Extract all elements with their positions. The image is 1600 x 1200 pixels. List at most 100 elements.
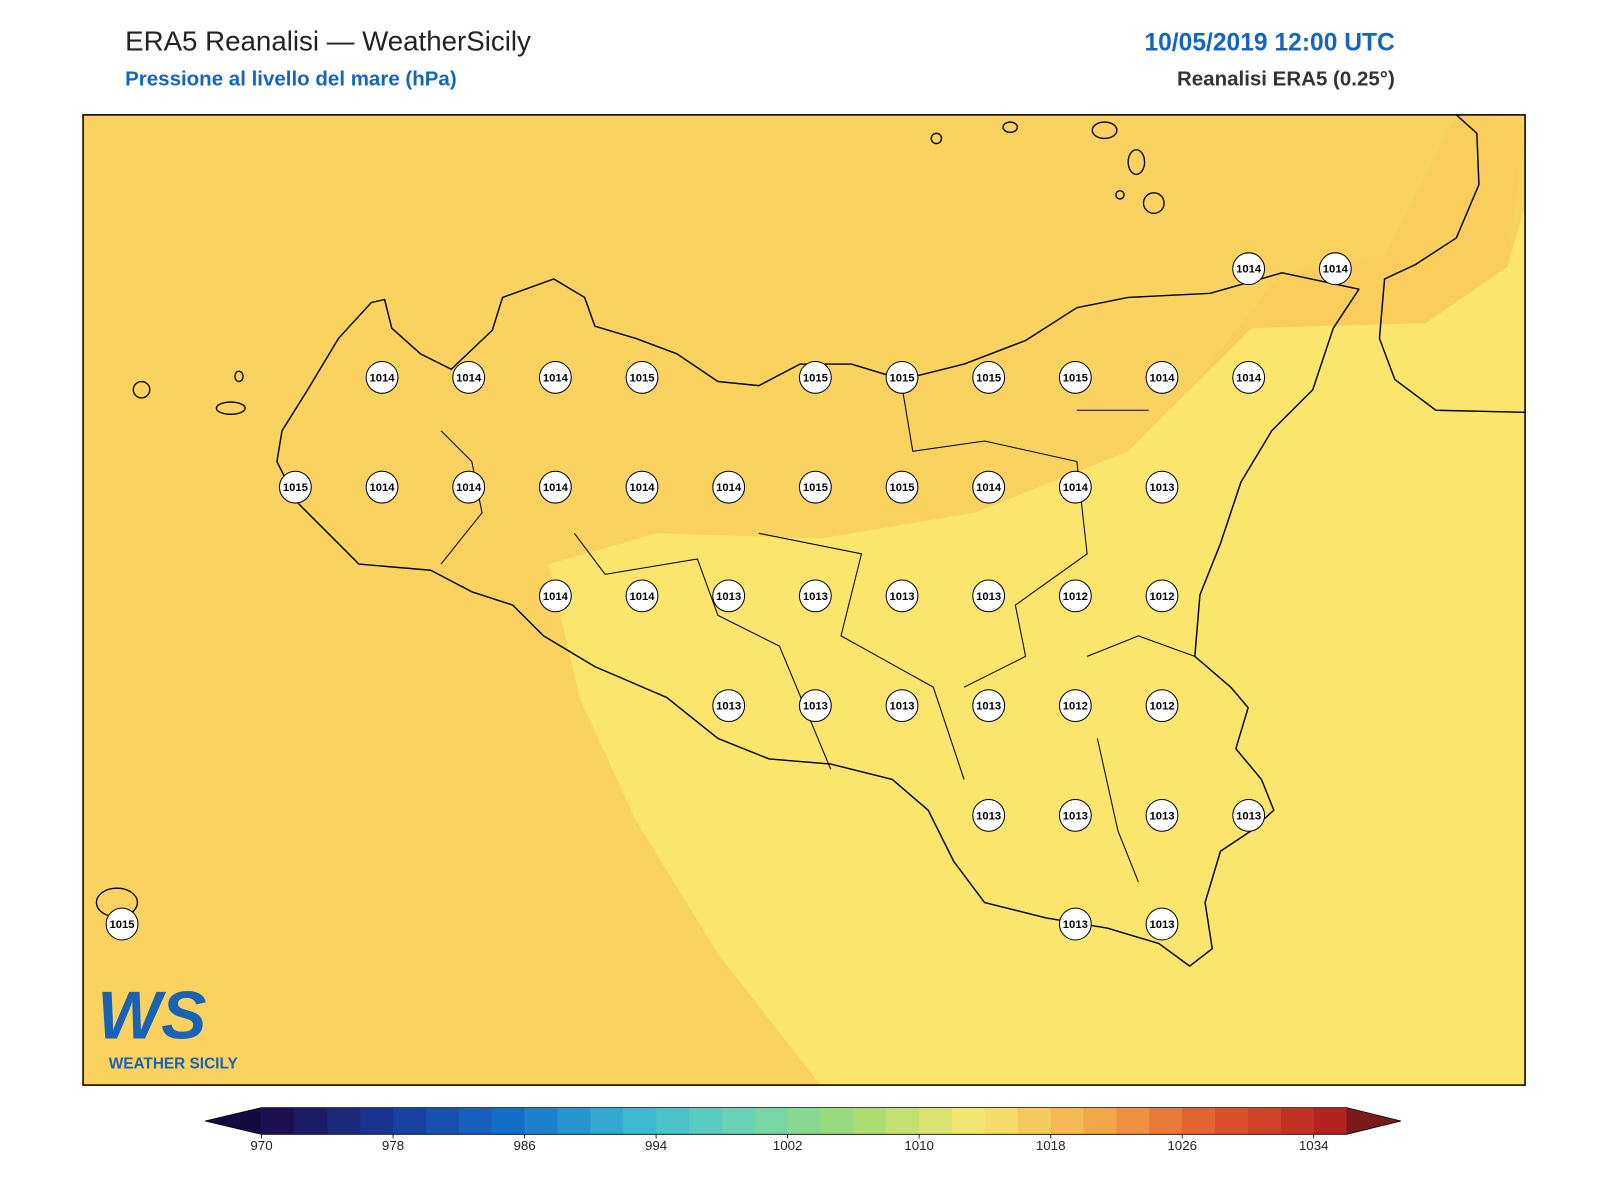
station-value: 1013 <box>889 591 914 603</box>
colorbar-segment <box>1280 1107 1315 1135</box>
station-marker <box>972 689 1006 723</box>
station: 1012 <box>1145 579 1179 613</box>
colorbar-segment <box>919 1107 953 1135</box>
station-value: 1015 <box>889 482 914 494</box>
station: 1014 <box>712 470 746 504</box>
pressure-field-low <box>548 205 1526 1086</box>
station-value: 1012 <box>1149 591 1174 603</box>
station-marker <box>538 470 572 504</box>
station-value: 1013 <box>1149 482 1174 494</box>
station-marker <box>885 470 919 504</box>
source: Reanalisi ERA5 (0.25°) <box>1177 67 1395 90</box>
station-value: 1014 <box>629 591 655 603</box>
station-marker <box>1145 798 1179 832</box>
colorbar-tick-label: 1010 <box>904 1138 934 1153</box>
station: 1013 <box>1145 907 1179 941</box>
station-marker <box>885 361 919 394</box>
station-marker <box>885 689 919 723</box>
islands <box>95 121 1165 918</box>
station: 1013 <box>972 689 1006 723</box>
station-value: 1014 <box>543 591 569 603</box>
colorbar-segment <box>1116 1107 1150 1135</box>
station: 1014 <box>365 470 399 504</box>
station-marker <box>885 579 919 613</box>
calabria-coastline <box>1378 114 1526 414</box>
station-value: 1013 <box>716 591 741 603</box>
station: 1014 <box>538 361 572 394</box>
station-marker <box>1232 252 1266 286</box>
colorbar-tick-label: 986 <box>513 1138 535 1153</box>
station-value: 1014 <box>370 482 396 494</box>
station-value: 1013 <box>803 591 828 603</box>
station-marker <box>365 361 399 394</box>
station: 1014 <box>1145 361 1179 394</box>
colorbar-tick-label: 994 <box>645 1138 668 1153</box>
colorbar-segment <box>557 1107 591 1135</box>
station-marker <box>712 470 746 504</box>
station: 1013 <box>885 579 919 613</box>
station-marker <box>1145 470 1179 504</box>
station-value: 1013 <box>976 701 1001 713</box>
station: 1015 <box>625 361 659 394</box>
station-value: 1015 <box>110 919 135 931</box>
colorbar-segment <box>590 1107 624 1135</box>
colorbar-extend-low <box>205 1107 262 1135</box>
station-value: 1014 <box>1236 372 1262 384</box>
station: 1012 <box>1058 689 1092 723</box>
station: 1014 <box>365 361 399 394</box>
station: 1013 <box>885 689 919 723</box>
station: 1014 <box>625 470 659 504</box>
colorbar-segment <box>623 1107 657 1135</box>
colorbar-segment <box>360 1107 394 1135</box>
station-marker <box>1232 798 1266 832</box>
colorbar-tick-label: 978 <box>382 1138 404 1153</box>
station: 1014 <box>538 579 572 613</box>
station-value: 1014 <box>629 482 655 494</box>
station-value: 1014 <box>1236 264 1262 276</box>
colorbar-segment <box>261 1107 295 1135</box>
map: 1014 1014 1014 1014 1014 1015 1015 1015 1015 1015… <box>82 114 1526 1086</box>
station-value: 1013 <box>1236 810 1261 822</box>
station: 1013 <box>1145 798 1179 832</box>
station-marker <box>1145 579 1179 613</box>
station-value: 1013 <box>976 591 1001 603</box>
station-marker <box>1145 907 1179 941</box>
station: 1013 <box>1232 798 1266 832</box>
station-value: 1015 <box>283 482 308 494</box>
station: 1014 <box>625 579 659 613</box>
colorbar-segment <box>491 1107 526 1135</box>
station-value: 1013 <box>976 810 1001 822</box>
station-value: 1015 <box>889 372 914 384</box>
station-marker <box>1318 252 1352 286</box>
colorbar-segment <box>984 1107 1019 1135</box>
colorbar-segment <box>1182 1107 1216 1135</box>
station-value: 1015 <box>803 482 828 494</box>
station-marker <box>972 361 1006 394</box>
station-value: 1014 <box>543 372 569 384</box>
station: 1014 <box>1232 361 1266 394</box>
station: 1013 <box>712 689 746 723</box>
station-marker <box>625 361 659 394</box>
station-value: 1013 <box>1149 810 1174 822</box>
colorbar-segment <box>721 1107 756 1135</box>
station-marker <box>1058 689 1092 723</box>
pressure-field-band <box>1189 114 1526 390</box>
station-value: 1012 <box>1063 591 1088 603</box>
station: 1014 <box>452 470 486 504</box>
colorbar-tick-label: 1034 <box>1299 1138 1329 1153</box>
colorbar-segment <box>327 1107 361 1135</box>
station: 1013 <box>1145 470 1179 504</box>
station-marker <box>1058 907 1092 941</box>
colorbar-segment <box>754 1107 789 1135</box>
title: ERA5 Reanalisi — WeatherSicily <box>125 25 531 56</box>
station: 1013 <box>798 689 832 723</box>
station-marker <box>1058 579 1092 613</box>
colorbar-segment <box>853 1107 887 1135</box>
station: 1013 <box>798 579 832 613</box>
station: 1015 <box>278 470 312 504</box>
station-marker <box>798 689 832 723</box>
subtitle: Pressione al livello del mare (hPa) <box>125 67 457 90</box>
station: 1014 <box>1058 470 1092 504</box>
logo: WS WEATHER SICILY <box>97 978 237 1072</box>
station-value: 1015 <box>1063 372 1088 384</box>
